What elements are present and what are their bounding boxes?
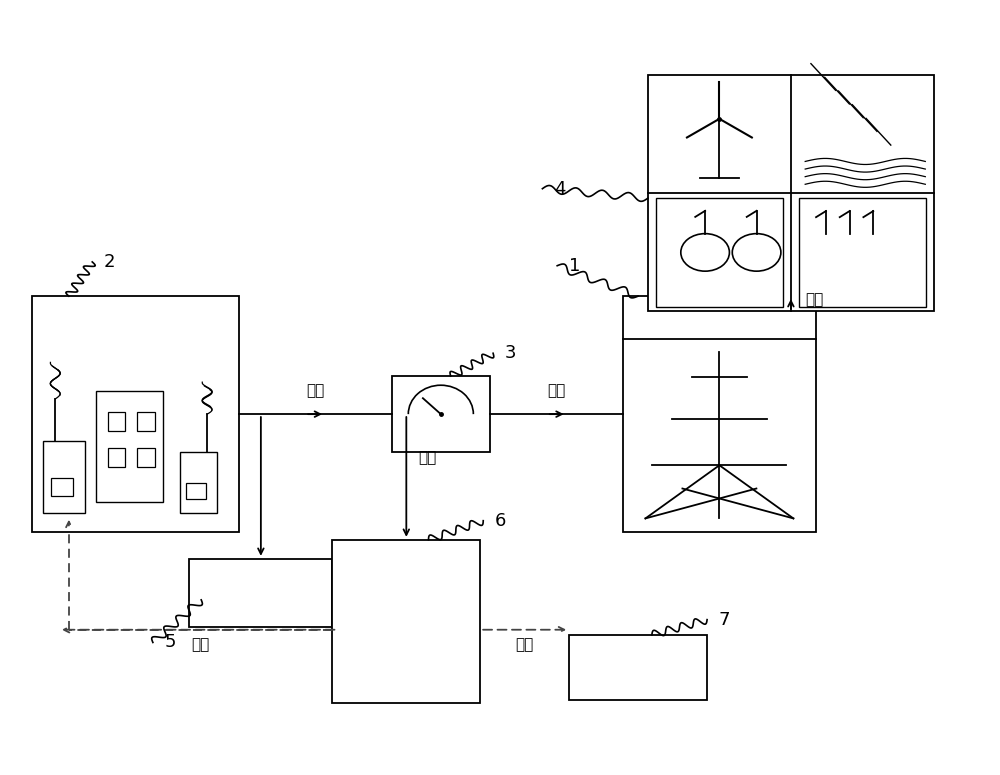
Bar xyxy=(43,441,85,513)
Text: 氢气: 氢气 xyxy=(516,637,534,652)
Bar xyxy=(137,412,155,431)
Bar xyxy=(51,478,73,496)
Text: 氧气: 氧气 xyxy=(191,637,210,652)
Bar xyxy=(108,412,125,431)
Text: 1: 1 xyxy=(569,257,580,274)
Bar xyxy=(392,376,490,452)
Bar xyxy=(189,559,332,627)
Bar xyxy=(820,234,832,300)
Text: 3: 3 xyxy=(505,344,516,362)
Text: 电力: 电力 xyxy=(306,383,324,398)
Bar xyxy=(332,539,480,704)
Text: 4: 4 xyxy=(554,180,566,198)
Bar xyxy=(648,75,934,312)
Bar xyxy=(623,296,816,532)
Text: 5: 5 xyxy=(165,633,176,652)
Bar xyxy=(32,296,239,532)
Bar xyxy=(96,391,163,501)
Bar xyxy=(180,452,217,513)
Bar xyxy=(186,483,206,499)
Text: 6: 6 xyxy=(495,512,506,529)
Text: 电力: 电力 xyxy=(806,291,824,307)
Bar xyxy=(137,449,155,467)
Bar xyxy=(656,198,783,307)
Bar xyxy=(799,198,926,307)
Bar xyxy=(569,635,707,700)
Text: 电力: 电力 xyxy=(418,449,436,465)
Bar xyxy=(108,449,125,467)
Bar xyxy=(867,234,880,300)
Bar xyxy=(843,234,856,300)
Text: 电力: 电力 xyxy=(548,383,566,398)
Text: 2: 2 xyxy=(104,253,116,271)
Text: 7: 7 xyxy=(719,611,730,629)
